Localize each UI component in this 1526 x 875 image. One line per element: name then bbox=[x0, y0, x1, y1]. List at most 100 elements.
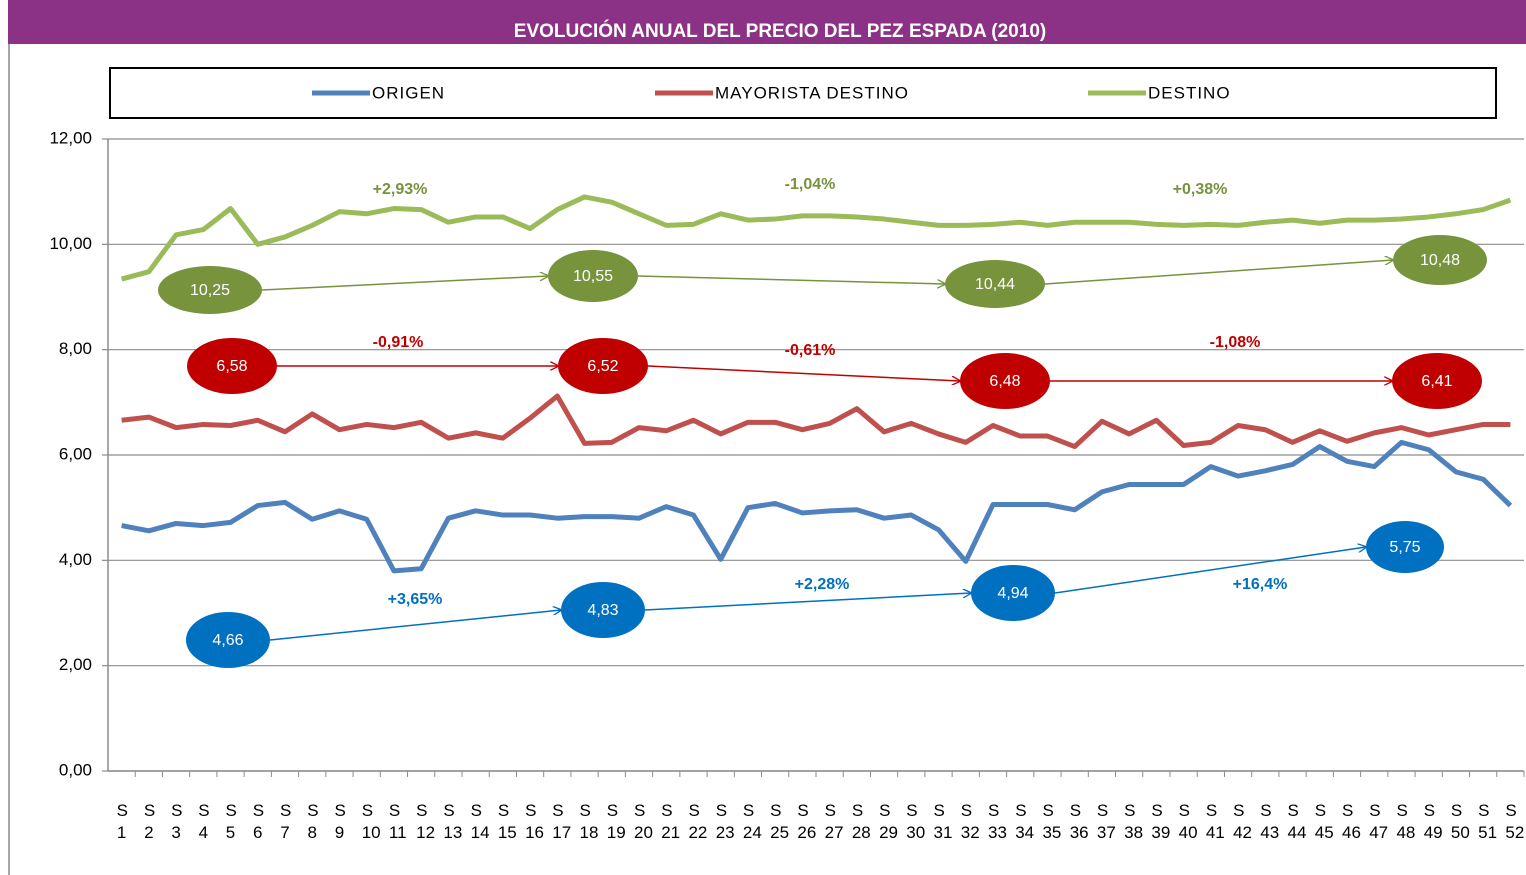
title-bar bbox=[8, 0, 1526, 44]
annotation-bubble bbox=[186, 612, 270, 668]
annotation-average: 4,83 bbox=[587, 602, 618, 619]
x-tick-label: S 38 bbox=[1124, 801, 1144, 842]
annotation-arrow bbox=[1044, 260, 1393, 285]
x-tick-label: S 47 bbox=[1369, 801, 1389, 842]
x-tick-label: S 30 bbox=[906, 801, 926, 842]
x-tick-label: S 2 bbox=[143, 801, 156, 842]
x-tick-label: S 44 bbox=[1287, 801, 1307, 842]
series-line bbox=[121, 393, 1511, 450]
x-tick-label: S 12 bbox=[416, 801, 436, 842]
annotation-bubble bbox=[561, 582, 645, 638]
x-tick-label: S 17 bbox=[552, 801, 572, 842]
annotation-change: +16,4% bbox=[1233, 576, 1288, 593]
x-tick-label: S 32 bbox=[960, 801, 980, 842]
legend-label: MAYORISTA DESTINO bbox=[715, 83, 909, 102]
annotation-arrow bbox=[637, 275, 945, 284]
x-tick-label: S 42 bbox=[1233, 801, 1252, 842]
series-line bbox=[121, 439, 1513, 574]
x-tick-label: S 8 bbox=[307, 801, 319, 842]
x-tick-label: S 9 bbox=[334, 801, 346, 842]
annotation-average: 6,52 bbox=[587, 358, 618, 375]
x-tick-label: S 50 bbox=[1450, 801, 1470, 842]
annotation-average: 4,66 bbox=[212, 632, 243, 649]
y-tick-label: 10,00 bbox=[49, 234, 92, 253]
x-tick-label: S 14 bbox=[470, 801, 490, 842]
annotation-arrow bbox=[261, 276, 548, 291]
x-tick-label: S 36 bbox=[1069, 801, 1089, 842]
x-tick-label: S 7 bbox=[280, 801, 292, 842]
x-tick-label: S 45 bbox=[1314, 801, 1334, 842]
annotation-bubble bbox=[158, 266, 262, 314]
legend-label: DESTINO bbox=[1148, 83, 1231, 102]
annotation-bubble bbox=[1393, 235, 1487, 285]
annotation-change: +3,65% bbox=[388, 591, 443, 608]
annotation-average: 6,58 bbox=[216, 358, 247, 375]
x-tick-label: S 4 bbox=[198, 801, 210, 842]
legend-label: ORIGEN bbox=[372, 83, 445, 102]
annotation-bubble bbox=[960, 353, 1050, 409]
x-tick-label: S 19 bbox=[606, 801, 626, 842]
annotation-change: +2,93% bbox=[373, 181, 428, 198]
annotation-average: 10,44 bbox=[975, 276, 1015, 293]
x-tick-label: S 39 bbox=[1151, 801, 1171, 842]
x-tick-label: S 27 bbox=[824, 801, 844, 842]
annotation-change: -1,08% bbox=[1210, 334, 1261, 351]
x-tick-label: S 13 bbox=[443, 801, 463, 842]
x-tick-label: S 3 bbox=[171, 801, 183, 842]
annotation-change: +0,38% bbox=[1173, 181, 1228, 198]
x-tick-label: S 22 bbox=[688, 801, 708, 842]
x-tick-label: S 31 bbox=[933, 801, 953, 842]
annotation-average: 5,75 bbox=[1389, 539, 1420, 556]
x-tick-label: S 37 bbox=[1096, 801, 1116, 842]
x-tick-label: S 52 bbox=[1505, 801, 1525, 842]
chart-title: EVOLUCIÓN ANUAL DEL PRECIO DEL PEZ ESPAD… bbox=[514, 20, 1046, 42]
annotation-change: +2,28% bbox=[795, 576, 850, 593]
annotation-average: 6,41 bbox=[1421, 373, 1452, 390]
annotation-change: -0,61% bbox=[785, 342, 836, 359]
annotation-bubble bbox=[558, 338, 648, 394]
annotation-bubble bbox=[1366, 521, 1444, 573]
annotation-arrow bbox=[1054, 547, 1366, 594]
x-tick-label: S 21 bbox=[661, 801, 681, 842]
x-tick-label: S 20 bbox=[634, 801, 653, 842]
series-line bbox=[120, 194, 1512, 282]
x-tick-label: S 24 bbox=[742, 801, 762, 842]
annotation-average: 4,94 bbox=[997, 585, 1028, 602]
annotation-change: -0,91% bbox=[373, 334, 424, 351]
x-tick-label: S 10 bbox=[361, 801, 381, 842]
x-tick-label: S 11 bbox=[388, 801, 407, 842]
y-tick-label: 0,00 bbox=[59, 760, 92, 779]
annotation-bubble bbox=[971, 565, 1055, 621]
x-tick-label: S 41 bbox=[1205, 801, 1225, 842]
annotation-arrow bbox=[647, 365, 960, 381]
x-tick-label: S 18 bbox=[579, 801, 599, 842]
y-tick-label: 4,00 bbox=[59, 550, 92, 569]
y-tick-label: 8,00 bbox=[59, 339, 92, 358]
annotation-arrow bbox=[644, 593, 971, 611]
x-tick-label: S 40 bbox=[1178, 801, 1198, 842]
annotation-bubble bbox=[945, 260, 1045, 308]
annotation-bubble bbox=[548, 250, 638, 302]
annotation-average: 6,48 bbox=[989, 373, 1020, 390]
x-tick-label: S 25 bbox=[770, 801, 790, 842]
x-tick-label: S 43 bbox=[1260, 801, 1280, 842]
x-tick-label: S 46 bbox=[1342, 801, 1361, 842]
x-tick-label: S 28 bbox=[851, 801, 871, 842]
annotation-average: 10,25 bbox=[190, 282, 230, 299]
annotation-bubble bbox=[187, 338, 277, 394]
x-tick-label: S 16 bbox=[525, 801, 544, 842]
x-tick-label: S 49 bbox=[1423, 801, 1443, 842]
y-tick-label: 2,00 bbox=[59, 655, 92, 674]
x-tick-label: S 35 bbox=[1042, 801, 1062, 842]
x-tick-label: S 23 bbox=[715, 801, 735, 842]
x-tick-label: S 26 bbox=[797, 801, 817, 842]
x-tick-label: S 1 bbox=[116, 801, 128, 842]
x-tick-label: S 29 bbox=[879, 801, 898, 842]
x-tick-label: S 33 bbox=[988, 801, 1007, 842]
x-tick-label: S 51 bbox=[1478, 801, 1498, 842]
annotation-average: 10,48 bbox=[1420, 252, 1460, 269]
annotation-bubble bbox=[1392, 353, 1482, 409]
x-tick-label: S 6 bbox=[252, 801, 265, 842]
